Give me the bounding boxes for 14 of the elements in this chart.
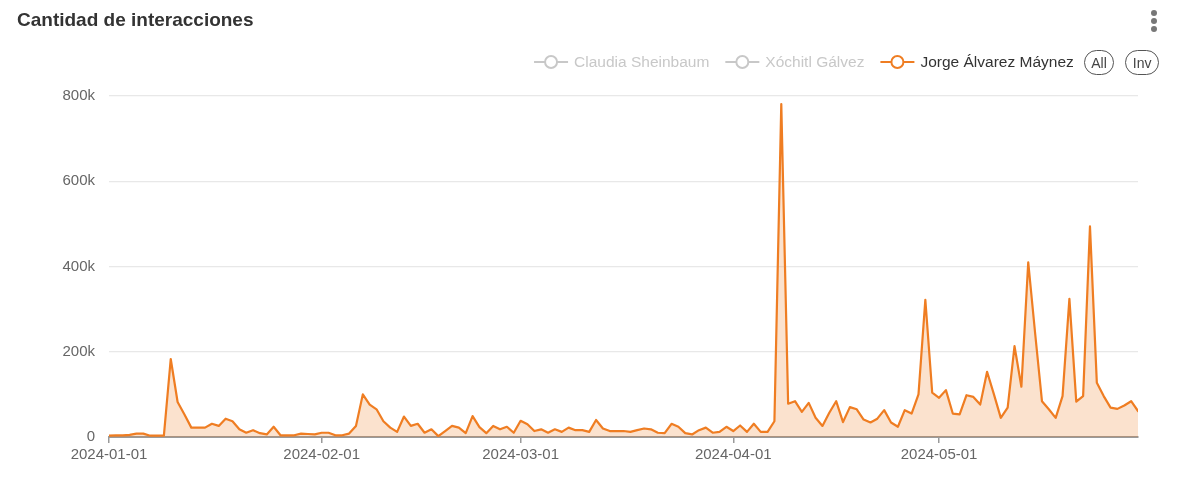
x-tick-label: 2024-05-01 [900,445,978,463]
text: Inv [1132,54,1152,71]
chart-title: Cantidad de interacciones [17,9,254,31]
x-tick-label: 2024-04-01 [694,445,772,463]
x-tick-label: 2024-01-01 [70,445,148,463]
y-tick-label: 400k [62,256,96,274]
legend-label: Jorge Álvarez Máynez [920,53,1074,71]
y-tick-label: 200k [62,341,96,359]
x-tick-label: 2024-03-01 [482,445,559,463]
x-tick-label: 2024-02-01 [283,445,361,463]
text: All [1091,54,1107,71]
y-tick-label: 0 [86,427,95,445]
y-tick-label: 600k [62,171,96,189]
y-tick-label: 800k [62,86,96,104]
